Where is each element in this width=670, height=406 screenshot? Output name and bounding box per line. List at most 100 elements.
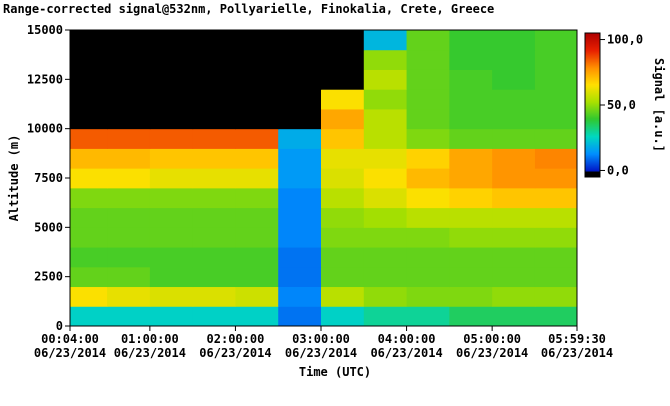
colorbar-swatch — [585, 39, 600, 42]
y-tick-label: 5000 — [34, 220, 63, 234]
heatmap-cell — [492, 227, 536, 248]
colorbar-swatch — [585, 87, 600, 90]
heatmap-cell — [107, 168, 151, 189]
heatmap-cell — [70, 69, 108, 90]
x-tick-label: 00:04:00 06/23/2014 — [34, 332, 106, 360]
heatmap-cell — [406, 108, 450, 130]
heatmap-cell — [107, 30, 151, 51]
colorbar-swatch — [585, 151, 600, 154]
heatmap-cell — [235, 247, 279, 268]
colorbar-swatch — [585, 175, 600, 178]
heatmap-cell — [406, 207, 450, 228]
heatmap-cell — [235, 168, 279, 189]
heatmap-cell — [278, 247, 322, 268]
heatmap-cell — [534, 187, 577, 209]
heatmap-cell — [406, 306, 450, 326]
heatmap-cell — [406, 168, 450, 189]
heatmap-cell — [149, 306, 194, 326]
heatmap-cell — [363, 89, 408, 110]
heatmap-cell — [449, 247, 493, 268]
heatmap-cell — [70, 207, 108, 228]
heatmap-cell — [534, 108, 577, 130]
heatmap-cell — [406, 89, 450, 110]
heatmap-cell — [534, 89, 577, 110]
colorbar-swatch — [585, 91, 600, 94]
heatmap-cell — [492, 108, 536, 130]
colorbar-swatch — [585, 137, 600, 140]
heatmap-cell — [534, 247, 577, 268]
heatmap-cell — [492, 89, 536, 110]
heatmap-cell — [278, 128, 322, 149]
colorbar-swatch — [585, 95, 600, 98]
heatmap-cell — [534, 168, 577, 189]
heatmap-cell — [449, 30, 493, 51]
heatmap-cell — [278, 187, 322, 209]
colorbar-swatch — [585, 73, 600, 76]
heatmap-cell — [107, 89, 151, 110]
colorbar-swatch — [585, 149, 600, 152]
heatmap-cell — [492, 168, 536, 189]
x-tick-label: 01:00:00 06/23/2014 — [114, 332, 186, 360]
heatmap-cell — [235, 108, 279, 130]
heatmap-cell — [149, 69, 194, 90]
colorbar-swatch — [585, 107, 600, 110]
heatmap-cell — [492, 148, 536, 169]
heatmap-cell — [70, 148, 108, 169]
colorbar-swatch — [585, 97, 600, 100]
heatmap-cell — [363, 187, 408, 209]
heatmap-cell — [363, 168, 408, 189]
heatmap-cell — [278, 69, 322, 90]
heatmap-cell — [534, 30, 577, 51]
colorbar-swatch — [585, 81, 600, 84]
colorbar-swatch — [585, 117, 600, 120]
heatmap-cell — [363, 69, 408, 90]
heatmap-cell — [278, 89, 322, 110]
x-tick-label: 04:00:00 06/23/2014 — [370, 332, 442, 360]
colorbar-swatch — [585, 77, 600, 80]
heatmap-cell — [449, 49, 493, 70]
heatmap-cell — [235, 207, 279, 228]
heatmap-cell — [278, 227, 322, 248]
heatmap-cell — [107, 148, 151, 169]
colorbar-swatch — [585, 129, 600, 132]
colorbar-swatch — [585, 125, 600, 128]
colorbar-swatch — [585, 75, 600, 78]
heatmap-cell — [406, 286, 450, 307]
heatmap-cell — [449, 187, 493, 209]
heatmap-cell — [107, 69, 151, 90]
heatmap-cell — [321, 187, 365, 209]
colorbar-swatch — [585, 83, 600, 86]
colorbar-swatch — [585, 69, 600, 72]
colorbar-swatch — [585, 159, 600, 162]
heatmap-cell — [192, 187, 236, 209]
heatmap-cell — [70, 89, 108, 110]
heatmap-cell — [278, 266, 322, 288]
heatmap-cell — [406, 266, 450, 288]
heatmap-cell — [149, 49, 194, 70]
chart-title: Range-corrected signal@532nm, Pollyariel… — [3, 2, 494, 16]
heatmap-cell — [192, 168, 236, 189]
colorbar-swatch — [585, 109, 600, 112]
colorbar-swatch — [585, 111, 600, 114]
colorbar-swatch — [585, 45, 600, 48]
heatmap-cell — [449, 207, 493, 228]
heatmap-cell — [449, 266, 493, 288]
heatmap-cell — [321, 148, 365, 169]
x-tick-label: 05:00:00 06/23/2014 — [456, 332, 528, 360]
heatmap-cell — [192, 286, 236, 307]
colorbar-swatch — [585, 167, 600, 170]
heatmap-cell — [321, 89, 365, 110]
heatmap-cell — [492, 266, 536, 288]
heatmap-cell — [278, 306, 322, 326]
heatmap-cell — [363, 306, 408, 326]
heatmap-cell — [107, 108, 151, 130]
heatmap-cell — [321, 227, 365, 248]
colorbar-swatch — [585, 153, 600, 156]
heatmap-cell — [321, 247, 365, 268]
colorbar-label: Signal [a.u.] — [652, 58, 666, 152]
heatmap-cell — [192, 227, 236, 248]
heatmap-cell — [235, 128, 279, 149]
heatmap-cell — [363, 108, 408, 130]
x-tick-label: 03:00:00 06/23/2014 — [285, 332, 357, 360]
